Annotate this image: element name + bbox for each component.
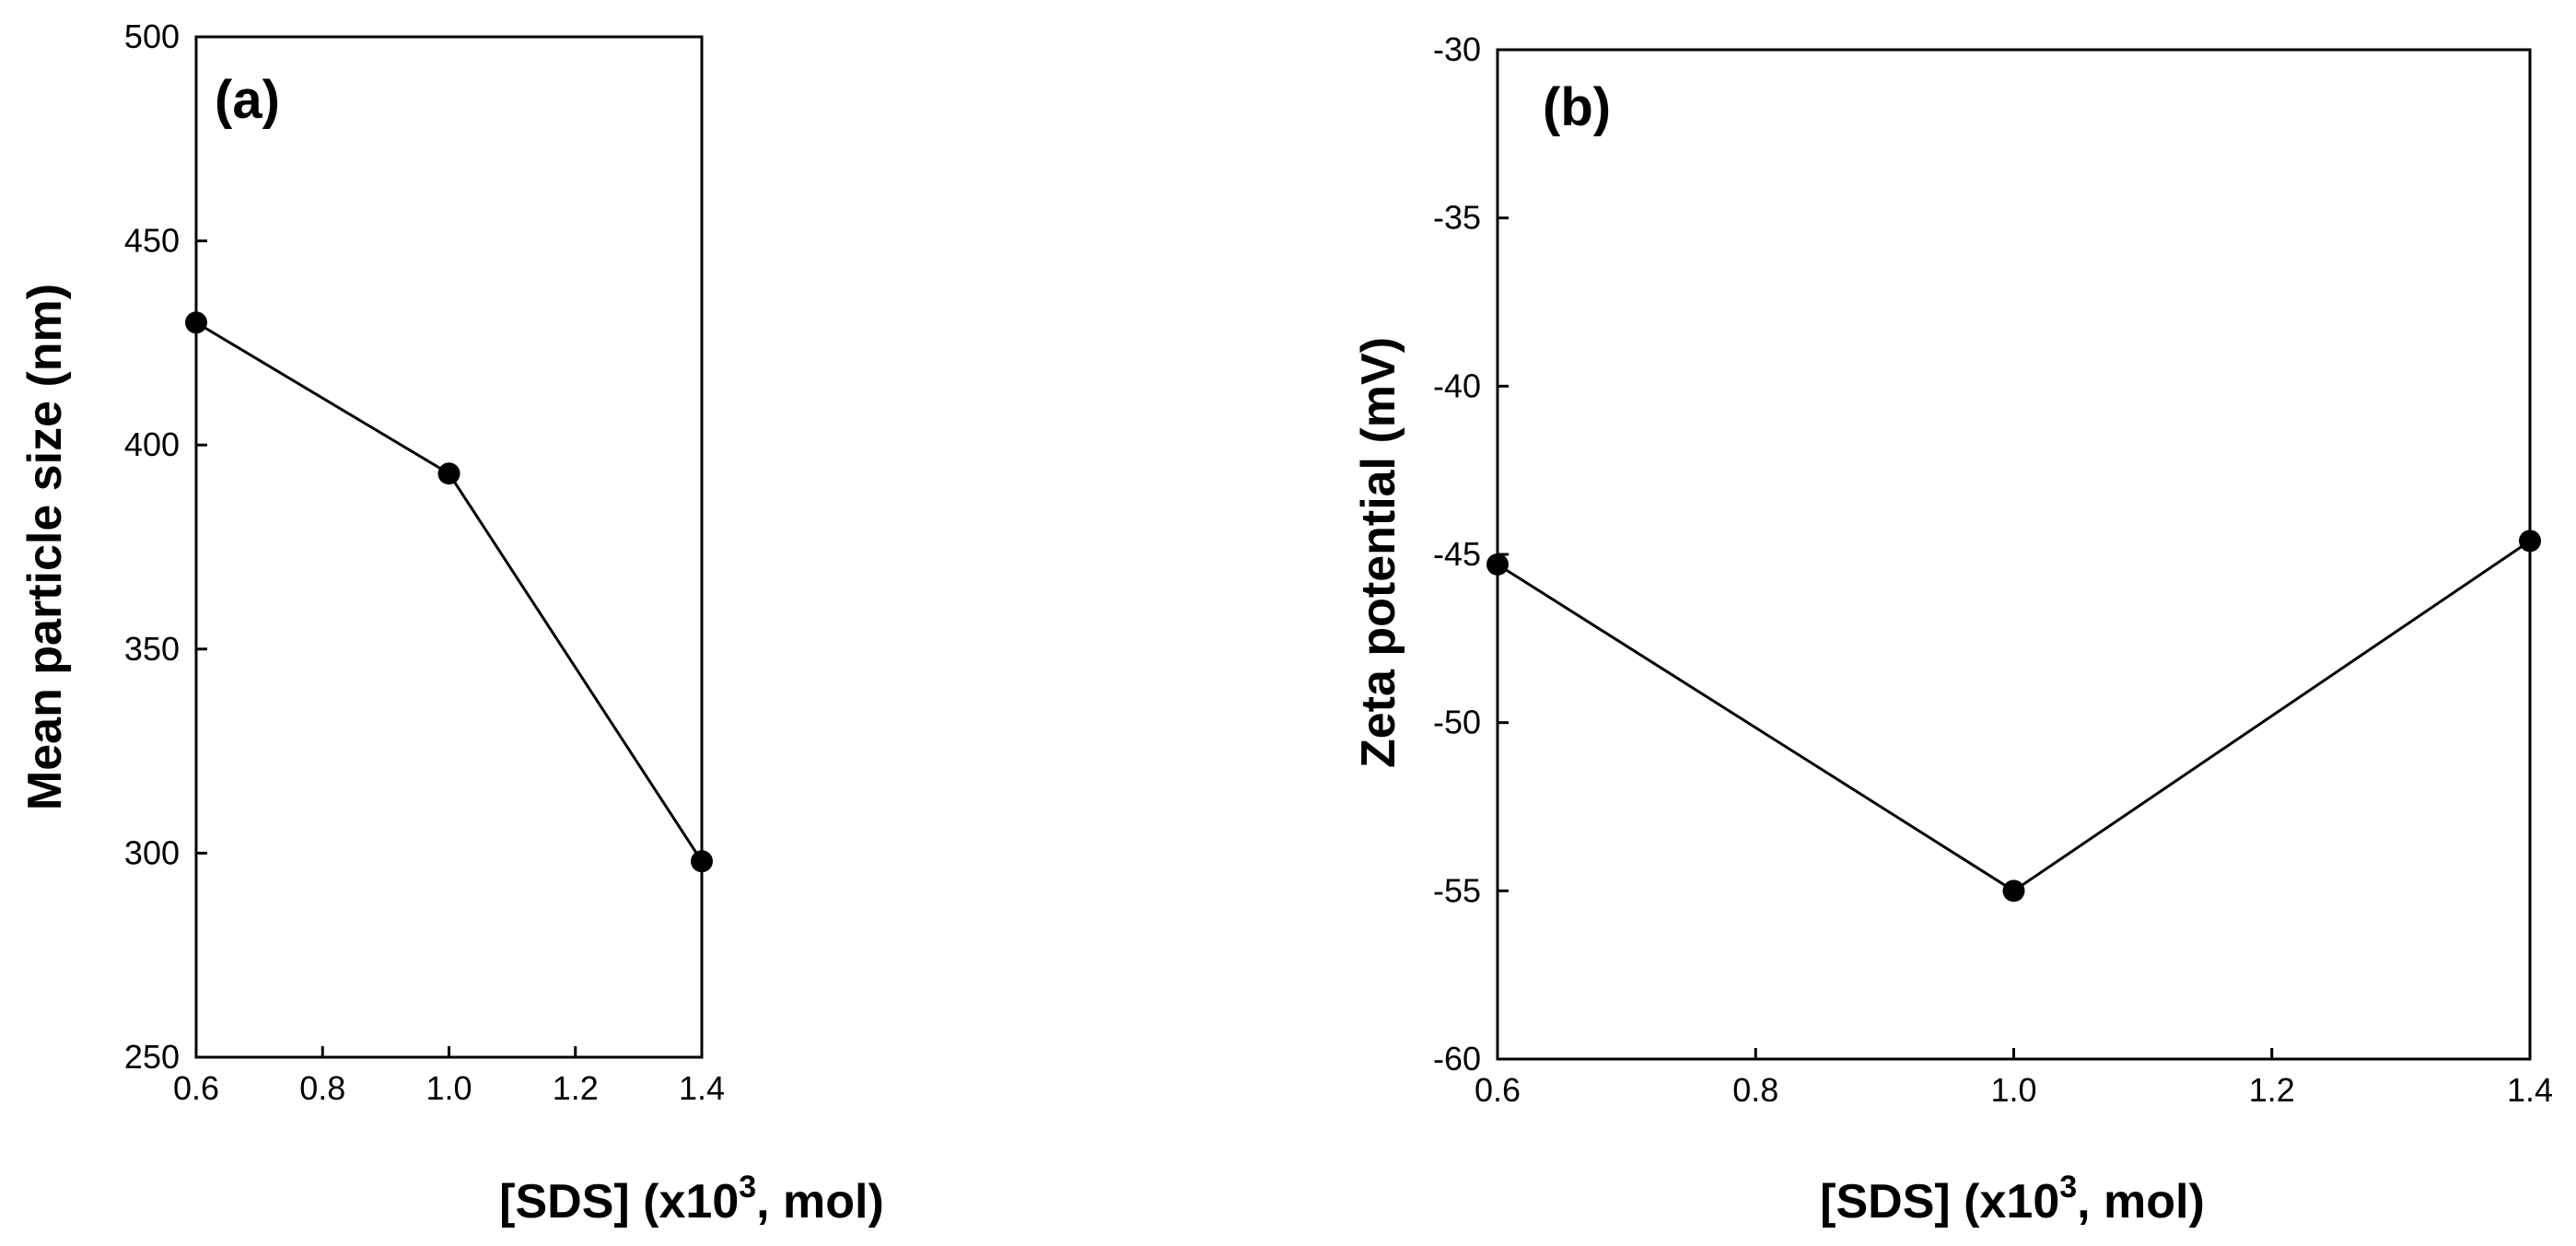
data-series [185, 311, 713, 873]
x-axis-title-superscript: 3 [739, 1170, 756, 1205]
y-tick-label: -50 [1433, 704, 1481, 741]
x-tick-label: 1.2 [2249, 1071, 2295, 1109]
y-tick-label: 350 [124, 630, 180, 668]
y-tick-label: 450 [124, 222, 180, 260]
y-tick-label: -60 [1433, 1040, 1481, 1077]
x-axis-ticks: 0.6 0.8 1.0 1.2 1.4 [173, 1046, 725, 1107]
panel-label: (a) [215, 70, 280, 130]
data-point [1486, 553, 1509, 576]
panel-a: (a) 0.6 0.8 1.0 1.2 1.4 250 300 350 400 450 500 M… [18, 17, 884, 1229]
y-axis-title: Zeta potential (mV) [1352, 337, 1405, 768]
data-series [1486, 530, 2541, 902]
series-line [1497, 540, 2531, 893]
y-tick-label: -55 [1433, 871, 1481, 909]
data-point [185, 311, 207, 334]
x-axis-title-prefix: [SDS] (x10 [499, 1175, 739, 1229]
y-tick-label: -30 [1433, 30, 1481, 68]
data-point [437, 462, 460, 485]
x-tick-label: 1.0 [425, 1069, 472, 1107]
y-tick-label: -45 [1433, 535, 1481, 573]
y-tick-label: 250 [124, 1038, 180, 1076]
series-line [195, 320, 704, 863]
data-point [2519, 530, 2541, 553]
data-point [2002, 879, 2025, 902]
y-tick-label: -40 [1433, 367, 1481, 404]
x-axis-title: [SDS] (x103, mol) [499, 1170, 884, 1229]
x-tick-label: 0.6 [173, 1069, 219, 1107]
data-point [691, 850, 713, 873]
x-axis-title-prefix: [SDS] (x10 [1820, 1175, 2059, 1229]
x-axis-title: [SDS] (x103, mol) [1820, 1170, 2205, 1229]
x-tick-label: 0.8 [299, 1069, 345, 1107]
panel-b: (b) 0.6 0.8 1.0 1.2 1.4 -60 -55 -50 -45 -40 -35 -3… [1352, 30, 2553, 1229]
x-tick-label: 1.0 [1990, 1071, 2036, 1109]
y-tick-label: -35 [1433, 199, 1481, 237]
x-axis-ticks: 0.6 0.8 1.0 1.2 1.4 [1474, 1048, 2553, 1109]
y-axis-title: Mean particle size (nm) [18, 284, 72, 810]
y-axis-ticks: -60 -55 -50 -45 -40 -35 -30 [1433, 30, 1509, 1077]
y-axis-ticks: 250 300 350 400 450 500 [124, 17, 207, 1076]
x-axis-title-suffix: , mol) [2077, 1175, 2205, 1229]
plot-frame [194, 35, 704, 1059]
x-tick-label: 0.8 [1732, 1071, 1778, 1109]
y-tick-label: 500 [124, 17, 180, 55]
y-tick-label: 300 [124, 833, 180, 871]
x-axis-title-suffix: , mol) [756, 1175, 884, 1229]
x-tick-label: 1.4 [679, 1069, 725, 1107]
panel-label: (b) [1543, 77, 1611, 137]
x-axis-title-superscript: 3 [2059, 1170, 2077, 1205]
plot-frame [1496, 48, 2532, 1061]
x-tick-label: 1.2 [553, 1069, 599, 1107]
x-tick-label: 1.4 [2507, 1071, 2553, 1109]
x-tick-label: 0.6 [1474, 1071, 1521, 1109]
y-tick-label: 400 [124, 425, 180, 463]
